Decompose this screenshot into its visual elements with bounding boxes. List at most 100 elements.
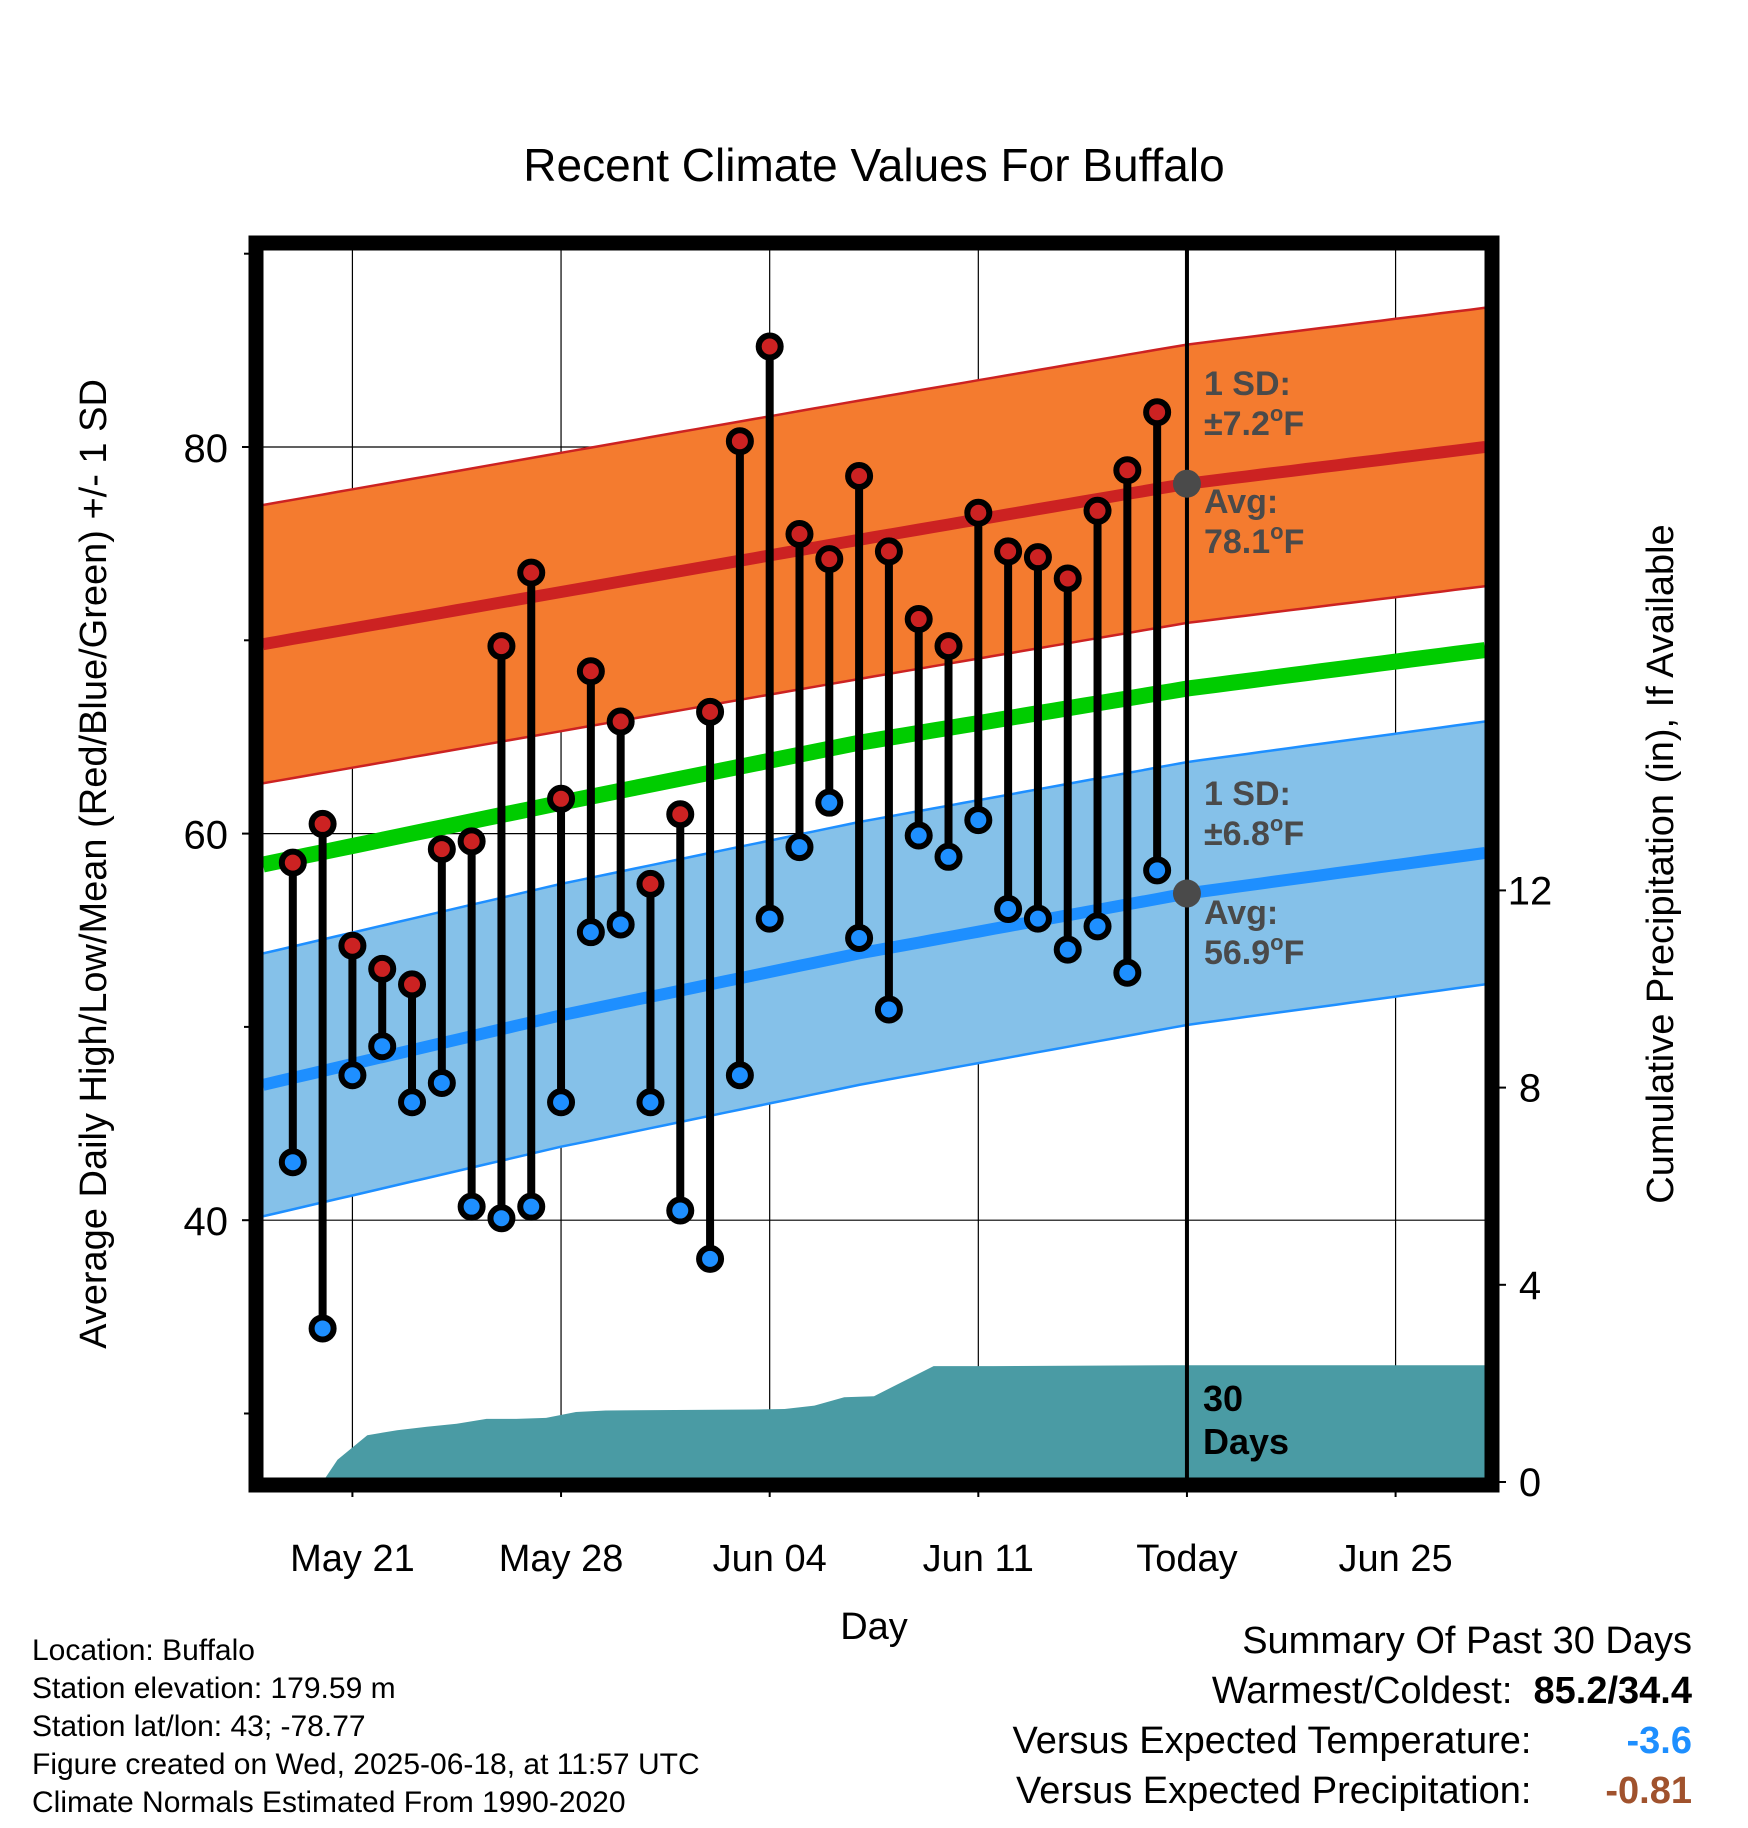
chart-title: Recent Climate Values For Buffalo [523,139,1224,191]
high-sd-label-value: ±7.2oF [1204,401,1304,443]
daily-high-point [1143,398,1172,427]
daily-high-point [874,537,903,566]
unit-symbol: F [1283,405,1304,443]
info-location: Location: Buffalo [32,1634,255,1667]
daily-high-point [278,848,307,877]
normal-high-line [263,441,1485,651]
x-tick-label: Jun 25 [1339,1538,1453,1580]
degree-symbol: o [1270,401,1283,426]
y-tick-label: 60 [184,814,229,858]
low-sd-label-title: 1 SD: [1204,775,1291,813]
daily-low-point [517,1192,546,1221]
precip-value: -0.81 [1605,1770,1692,1812]
summary-precip: Versus Expected Precipitation: -0.81 [1013,1766,1692,1816]
info-latlon: Station lat/lon: 43; -78.77 [32,1710,366,1743]
daily-high-point [308,809,337,838]
daily-high-point [696,697,725,726]
summary-panel: Summary Of Past 30 Days Warmest/Coldest:… [1013,1616,1692,1816]
daily-low-point [994,894,1023,923]
daily-low-point [606,910,635,939]
daily-low-point [755,904,784,933]
low-avg-label-value: 56.9oF [1204,930,1304,972]
x-tick-label: Jun 04 [713,1538,827,1580]
axes: May 21 May 28 Jun 04 Jun 11 Today Jun 2540608… [184,252,1553,1580]
daily-low-point [815,788,844,817]
daily-low-point [547,1088,576,1117]
daily-low-point [1143,856,1172,885]
high-avg-label-title: Avg: [1204,483,1278,521]
precip-cumulative-area [322,1365,1485,1478]
warm-cold-value: 85.2/34.4 [1533,1670,1692,1712]
daily-high-point [576,657,605,686]
high-sd-upper-line [263,306,1485,507]
precip-area [322,1365,1485,1478]
today-normal-high-marker [1172,469,1201,498]
daily-low-point [278,1148,307,1177]
daily-high-point [666,800,695,829]
daily-low-point [308,1314,337,1343]
x-tick-label: May 21 [290,1538,415,1580]
degree-symbol: o [1270,811,1283,836]
temp-label: Versus Expected Temperature: [1012,1720,1532,1762]
high-sd-label-number: ±7.2 [1204,405,1270,443]
daily-low-point [845,923,874,952]
daily-low-point [725,1061,754,1090]
daily-high-point [755,332,784,361]
daily-high-point [487,632,516,661]
daily-high-point [547,784,576,813]
summary-temp: Versus Expected Temperature: -3.6 [1013,1716,1692,1766]
daily-high-point [517,558,546,587]
daily-high-point [398,970,427,999]
daily-low-point [874,995,903,1024]
summary-title: Summary Of Past 30 Days [1242,1620,1692,1662]
daily-low-point [1083,912,1112,941]
low-avg-label-title: Avg: [1204,894,1278,932]
degree-symbol: o [1270,519,1283,544]
low-avg-label-number: 56.9 [1204,934,1270,972]
x-tick-label: May 28 [499,1538,624,1580]
y-right-tick-label: 12 [1508,869,1553,913]
daily-high-point [457,827,486,856]
unit-symbol: F [1283,815,1304,853]
daily-low-point [1053,935,1082,964]
daily-high-point [904,605,933,634]
daily-low-point [934,842,963,871]
low-sd-label-value: ±6.8oF [1204,811,1304,853]
plot-frame [248,235,1500,1493]
low-sd-upper-line [263,720,1485,955]
station-info: Location: Buffalo Station elevation: 179… [32,1632,700,1822]
y-right-tick-label: 8 [1519,1067,1541,1111]
info-created: Figure created on Wed, 2025-06-18, at 11… [32,1748,700,1781]
y-axis-label-right: Cumulative Precipitation (in), If Availa… [1640,524,1682,1203]
daily-low-point [1023,904,1052,933]
unit-symbol: F [1284,523,1305,561]
temp-value: -3.6 [1626,1720,1692,1762]
daily-high-point [636,869,665,898]
daily-low-point [398,1088,427,1117]
daily-high-point [845,461,874,490]
daily-low-point [487,1204,516,1233]
daily-low-point [636,1088,665,1117]
daily-high-point [725,427,754,456]
daily-low-point [338,1061,367,1090]
days-text-label: Days [1203,1421,1289,1462]
daily-low-point [457,1192,486,1221]
summary-warm-cold: Warmest/Coldest: 85.2/34.4 [1013,1666,1692,1716]
daily-low-point [904,821,933,850]
degree-symbol: o [1270,930,1283,955]
daily-high-point [368,954,397,983]
daily-low-point [666,1196,695,1225]
daily-high-point [1113,456,1142,485]
x-axis-label: Day [840,1606,908,1648]
y-tick-label: 40 [184,1200,229,1244]
days-count-label: 30 [1203,1378,1243,1419]
daily-high-point [785,519,814,548]
x-tick-label: Today [1136,1538,1237,1580]
daily-high-point [427,835,456,864]
daily-high-point [1083,496,1112,525]
high-avg-label-value: 78.1oF [1204,519,1304,561]
info-elevation: Station elevation: 179.59 m [32,1672,396,1705]
warm-cold-label: Warmest/Coldest: [1211,1670,1513,1712]
normal-mean-line [263,642,1485,873]
